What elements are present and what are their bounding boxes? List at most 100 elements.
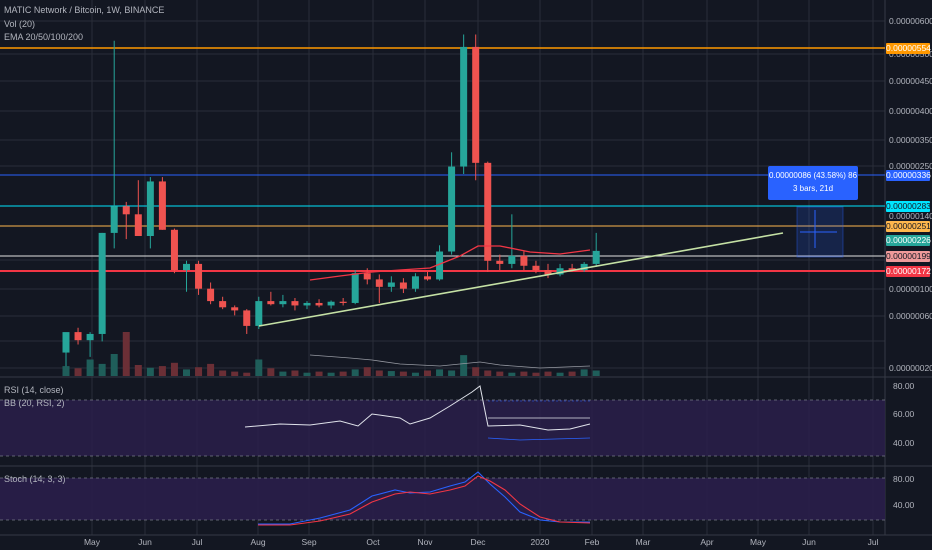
candle-body [195,263,203,289]
volume-bar [231,371,239,376]
candle-body [291,301,299,306]
volume-bar [424,370,431,376]
volume-bar [110,354,118,376]
candle-body [544,270,552,275]
price-tag: 0.00000199 [886,250,931,262]
candle-body [86,333,94,341]
volume-bar [472,367,480,376]
candle-body [62,332,70,353]
measure-duration: 3 bars, 21d [792,184,834,193]
candle-body [303,302,311,306]
candle-body [146,181,154,236]
candle-body [122,206,130,215]
candle-body [556,268,564,275]
price-tick-label: 0.00000100 [889,284,932,294]
axes: 0.00000600 0.00000500 0.00000450 0.00000400… [84,16,932,547]
price-tag: 0.00000336 [886,169,931,181]
candles [62,34,600,367]
volume-legend[interactable]: Vol (20) [4,19,36,29]
candle-body [592,250,600,264]
time-tick-label: Jun [138,537,152,547]
candle-body [327,301,335,306]
candle-body [496,260,504,264]
price-tag: 0.00000251 [886,220,931,232]
candle-body [74,332,82,341]
price-tag: 0.00000226 [886,234,931,246]
symbol-legend[interactable]: MATIC Network / Bitcoin, 1W, BINANCE [4,5,165,15]
candle-body [375,279,383,287]
candle-body [411,276,419,289]
volume-bar [375,370,383,376]
candle-body [399,282,407,289]
candle-body [98,232,106,334]
rsi-band [0,400,885,456]
volume-bar [351,369,359,376]
volume-bar [303,372,311,376]
volume-bar [339,371,347,376]
time-tick-label: Feb [585,537,600,547]
candle-body [448,166,456,252]
bb-legend[interactable]: BB (20, RSI, 2) [4,398,65,408]
volume-bar [460,355,468,376]
time-tick-label: Mar [636,537,651,547]
volume-bar [146,367,154,376]
ema-legend[interactable]: EMA 20/50/100/200 [4,32,84,42]
volume-bar [532,372,540,376]
volume-bar [255,359,263,376]
volume-bar [219,370,227,376]
bb-lower [487,437,591,441]
time-tick-label: Nov [417,537,433,547]
time-tick-label: Apr [700,537,713,547]
candle-body [170,229,178,271]
candle-body [580,263,588,271]
time-tick-label: May [84,537,101,547]
volume-bar [134,365,142,376]
time-tick-label: Jul [868,537,879,547]
candle-body [424,276,431,280]
volume-bar [448,370,456,376]
price-tag: 0.00000554 [886,42,931,54]
volume-bar [484,370,492,376]
volume-bar [62,366,70,376]
volume-bar [122,332,130,376]
volume-bar [267,368,275,376]
candle-body [219,301,227,308]
volume-bar [544,371,552,376]
price-tag: 0.00000283 [886,200,931,212]
candle-body [110,206,118,233]
price-tag: 0.00000172 [886,265,931,277]
volume-bar [74,368,82,376]
candle-body [520,255,528,266]
volume-bar [508,372,516,376]
candle-body [255,301,263,326]
volume-bar [98,363,106,376]
volume-bar [363,367,371,376]
indicator-panes [0,385,885,526]
time-tick-label: 2020 [531,537,550,547]
time-tick-label: Aug [250,537,265,547]
time-tick-label: Jul [192,537,203,547]
rsi-legend[interactable]: RSI (14, close) [4,385,64,395]
time-tick-label: Oct [366,537,380,547]
stoch-tick-label: 40.00 [893,500,915,510]
volume-bar [568,371,576,376]
candle-body [460,46,468,167]
volume-bar [520,371,528,376]
volume-bar [170,362,178,376]
candle-body [183,263,190,271]
price-tick-label: 0.00000450 [889,76,932,86]
candle-body [207,288,215,302]
volume-bar [86,359,94,376]
time-tick-label: May [750,537,767,547]
volume-bar [243,372,251,376]
stoch-legend[interactable]: Stoch (14, 3, 3) [4,474,66,484]
stoch-k-line [258,471,590,525]
volume-bar [195,367,203,376]
volume-bars [62,332,600,376]
candle-body [568,268,576,271]
volume-bar [183,369,190,376]
volume-ma-line [309,354,591,369]
time-tick-label: Sep [301,537,316,547]
price-tick-label: 0.00000250 [889,161,932,171]
